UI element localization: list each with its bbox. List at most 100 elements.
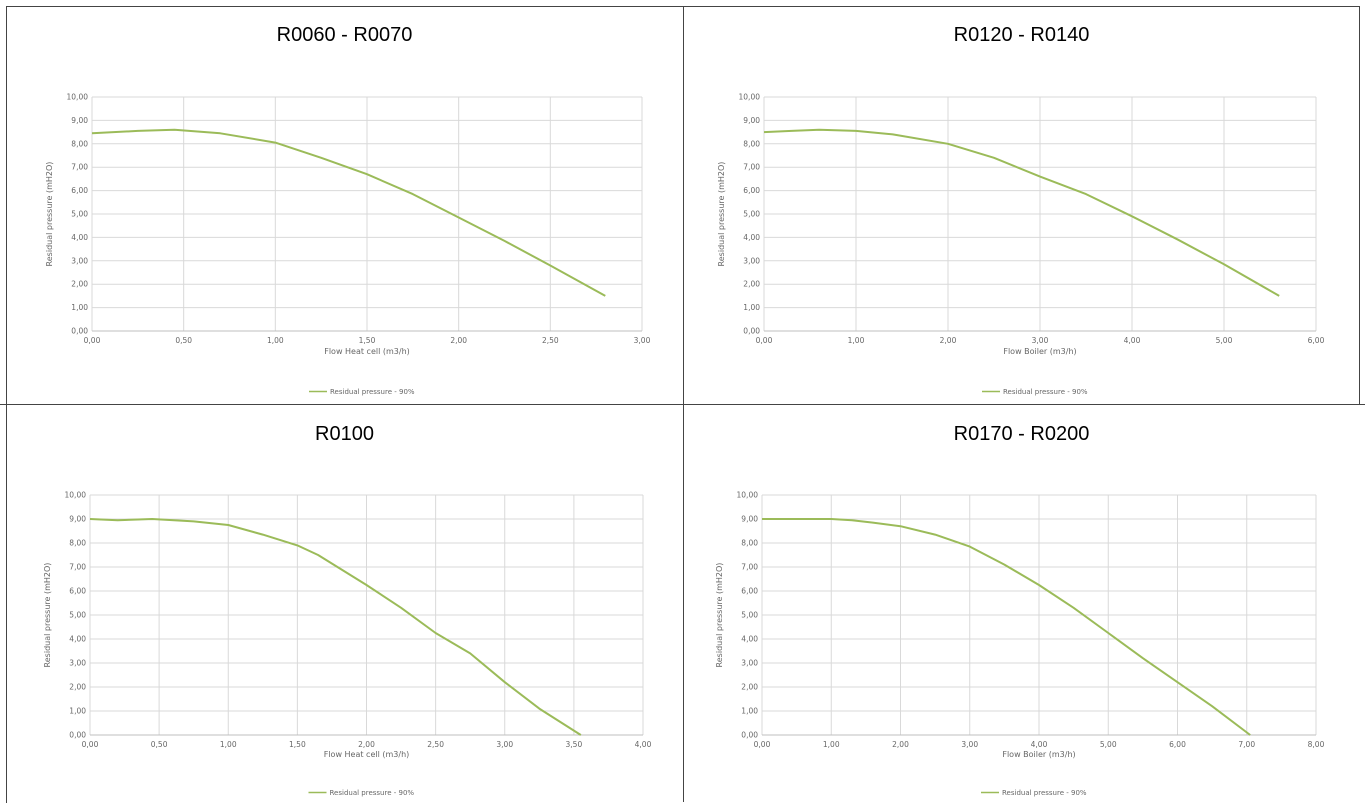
- y-tick-label: 1,00: [741, 707, 758, 716]
- y-tick-label: 0,00: [69, 731, 86, 740]
- chart-title: R0120 - R0140: [953, 24, 1090, 46]
- chart-svg: 0,00 1,00 2,00 3,00 4,00 5,00 6,00 7,00 8,00 9,00…: [43, 491, 652, 798]
- y-axis-label: Residual pressure (mH2O): [715, 563, 724, 668]
- legend-label: Residual pressure - 90%: [1003, 388, 1088, 396]
- table-divider-horizontal: [0, 404, 1365, 405]
- x-axis-label: Flow Heat cell (m3/h): [324, 347, 410, 356]
- y-tick-label: 2,00: [743, 280, 760, 289]
- x-tick-label: 3,00: [961, 740, 978, 749]
- chart-title: R0170 - R0200: [953, 423, 1090, 445]
- table-divider-right: [1359, 6, 1360, 404]
- y-tick-label: 8,00: [69, 539, 86, 548]
- x-tick-label: 1,00: [267, 336, 284, 345]
- x-tick-label: 0,00: [84, 336, 101, 345]
- y-tick-label: 10,00: [739, 93, 761, 102]
- x-tick-label: 2,00: [450, 336, 467, 345]
- y-tick-label: 6,00: [69, 587, 86, 596]
- x-tick-label: 5,00: [1216, 336, 1233, 345]
- x-tick-label: 3,00: [634, 336, 651, 345]
- series-line: [763, 128, 1280, 297]
- y-tick-label: 0,00: [71, 327, 88, 336]
- x-tick-label: 3,00: [496, 740, 513, 749]
- legend-label: Residual pressure - 90%: [1002, 789, 1087, 797]
- y-tick-label: 5,00: [741, 611, 758, 620]
- y-tick-label: 2,00: [69, 683, 86, 692]
- y-tick-label: 3,00: [741, 659, 758, 668]
- y-tick-label: 9,00: [69, 515, 86, 524]
- x-tick-label: 0,00: [756, 336, 773, 345]
- x-axis-label: Flow Heat cell (m3/h): [324, 750, 410, 759]
- x-tick-label: 5,00: [1100, 740, 1117, 749]
- y-tick-label: 6,00: [71, 186, 88, 195]
- y-tick-label: 6,00: [741, 587, 758, 596]
- y-tick-label: 6,00: [743, 186, 760, 195]
- y-tick-label: 5,00: [743, 210, 760, 219]
- x-tick-label: 3,00: [1032, 336, 1049, 345]
- x-tick-label: 4,00: [635, 740, 652, 749]
- y-tick-label: 8,00: [741, 539, 758, 548]
- x-tick-label: 2,00: [892, 740, 909, 749]
- x-tick-label: 2,50: [427, 740, 444, 749]
- y-tick-label: 5,00: [71, 210, 88, 219]
- chart-title: R0100: [315, 423, 374, 445]
- y-tick-label: 9,00: [71, 116, 88, 125]
- y-tick-label: 10,00: [65, 491, 87, 500]
- chart-svg: 0,00 1,00 2,00 3,00 4,00 5,00 6,00 7,00 8,00 9,00…: [45, 93, 651, 397]
- series-line: [91, 128, 606, 297]
- y-axis-label: Residual pressure (mH2O): [717, 162, 726, 267]
- x-tick-label: 2,00: [358, 740, 375, 749]
- y-tick-label: 4,00: [743, 233, 760, 242]
- legend-label: Residual pressure - 90%: [330, 388, 415, 396]
- x-tick-label: 0,00: [754, 740, 771, 749]
- y-tick-label: 2,00: [741, 683, 758, 692]
- x-tick-label: 3,50: [566, 740, 583, 749]
- chart-panel-r0060-r0070: R0060 - R0070 0,00 1,00 2,00 3,00 4,00 5,00 6,…: [6, 6, 683, 404]
- y-axis-label: Residual pressure (mH2O): [45, 162, 54, 267]
- x-tick-label: 1,50: [289, 740, 306, 749]
- y-tick-label: 4,00: [71, 233, 88, 242]
- chart-svg: 0,00 1,00 2,00 3,00 4,00 5,00 6,00 7,00 8,00 9,00…: [715, 491, 1325, 798]
- y-tick-label: 1,00: [743, 303, 760, 312]
- x-tick-label: 1,00: [823, 740, 840, 749]
- y-tick-label: 3,00: [743, 256, 760, 265]
- y-tick-label: 0,00: [741, 731, 758, 740]
- y-tick-label: 8,00: [71, 139, 88, 148]
- x-axis-label: Flow Boiler (m3/h): [1002, 750, 1075, 759]
- y-tick-label: 9,00: [743, 116, 760, 125]
- y-tick-label: 4,00: [741, 635, 758, 644]
- y-tick-label: 1,00: [71, 303, 88, 312]
- x-axis-label: Flow Boiler (m3/h): [1003, 347, 1076, 356]
- legend-label: Residual pressure - 90%: [330, 789, 415, 797]
- x-tick-label: 0,00: [82, 740, 99, 749]
- y-tick-label: 9,00: [741, 515, 758, 524]
- y-tick-label: 7,00: [741, 563, 758, 572]
- y-tick-label: 2,00: [71, 280, 88, 289]
- x-tick-label: 0,50: [175, 336, 192, 345]
- x-tick-label: 0,50: [151, 740, 168, 749]
- chart-svg: 0,00 1,00 2,00 3,00 4,00 5,00 6,00 7,00 8,00 9,00…: [717, 93, 1325, 397]
- x-tick-label: 4,00: [1031, 740, 1048, 749]
- chart-panel-r0170-r0200: R0170 - R0200 0,00 1,00 2,00 3,00 4,00 5,00 6,…: [684, 405, 1359, 802]
- y-tick-label: 8,00: [743, 139, 760, 148]
- y-tick-label: 10,00: [67, 93, 89, 102]
- y-tick-label: 1,00: [69, 707, 86, 716]
- y-tick-label: 10,00: [737, 491, 759, 500]
- chart-panel-r0100: R0100 0,00 1,00 2,00 3,00 4,00 5,00 6,00 7,00 8,…: [6, 405, 683, 802]
- y-tick-label: 3,00: [69, 659, 86, 668]
- y-tick-label: 3,00: [71, 256, 88, 265]
- y-tick-label: 4,00: [69, 635, 86, 644]
- series-line: [762, 518, 1251, 736]
- chart-title: R0060 - R0070: [276, 24, 413, 46]
- x-tick-label: 8,00: [1308, 740, 1325, 749]
- x-tick-label: 7,00: [1238, 740, 1255, 749]
- y-tick-label: 7,00: [71, 163, 88, 172]
- chart-panel-r0120-r0140: R0120 - R0140 0,00 1,00 2,00 3,00 4,00 5,00 6,…: [684, 6, 1359, 404]
- y-axis-label: Residual pressure (mH2O): [43, 563, 52, 668]
- x-tick-label: 1,00: [848, 336, 865, 345]
- x-tick-label: 2,00: [940, 336, 957, 345]
- y-tick-label: 7,00: [69, 563, 86, 572]
- x-tick-label: 6,00: [1308, 336, 1325, 345]
- x-tick-label: 1,50: [359, 336, 376, 345]
- x-tick-label: 4,00: [1124, 336, 1141, 345]
- x-tick-label: 1,00: [220, 740, 237, 749]
